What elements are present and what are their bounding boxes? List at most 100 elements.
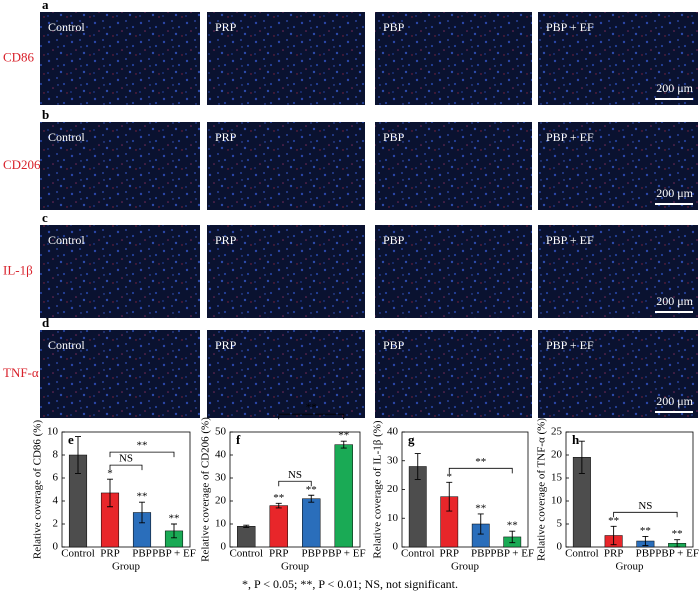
plot-frame xyxy=(229,431,361,548)
micrograph xyxy=(375,122,532,210)
column-label: PBP xyxy=(383,20,405,34)
scale-bar-label: 200 μm xyxy=(656,394,693,408)
y-tick-label: 10 xyxy=(47,426,59,438)
bracket xyxy=(278,480,312,487)
bracket xyxy=(109,464,143,471)
column-label: PBP + EF xyxy=(546,233,594,247)
x-tick-label: PBP xyxy=(636,548,656,560)
x-tick-label: PBP xyxy=(132,548,152,560)
x-tick-label: PBP + EF xyxy=(152,548,196,560)
y-axis-label: Relative coverage of IL-1β (%) xyxy=(372,420,384,558)
micrograph xyxy=(538,122,698,210)
x-tick-label: PBP xyxy=(301,548,321,560)
significance-mark: * xyxy=(107,468,113,480)
error-bar xyxy=(171,523,177,539)
column-label: PBP xyxy=(383,233,405,247)
bracket xyxy=(448,467,513,474)
y-tick-label: 0 xyxy=(557,541,563,553)
panel-letter: a xyxy=(42,0,49,12)
error-bar xyxy=(509,530,516,544)
scale-bar-label: 200 μm xyxy=(656,186,693,200)
significance-mark: ** xyxy=(169,513,180,525)
micrograph xyxy=(538,12,698,105)
micrograph xyxy=(207,12,365,105)
micrograph xyxy=(40,122,200,210)
bracket xyxy=(109,451,175,458)
bracket-label: NS xyxy=(638,500,652,512)
x-axis-label: Group xyxy=(281,561,310,573)
column-label: PRP xyxy=(215,233,237,247)
x-tick-label: PRP xyxy=(100,548,120,560)
x-tick-label: PBP + EF xyxy=(655,548,699,560)
significance-mark: ** xyxy=(475,502,486,514)
micrograph xyxy=(538,225,698,318)
y-tick-label: 20 xyxy=(387,483,399,495)
error-bar xyxy=(107,478,113,508)
column-label: PBP + EF xyxy=(546,338,594,352)
bar xyxy=(269,505,288,548)
micrograph xyxy=(207,122,365,210)
column-label: Control xyxy=(48,20,85,34)
plot-frame xyxy=(61,431,191,548)
panel-letter: h xyxy=(572,432,580,447)
x-tick-label: PRP xyxy=(604,548,624,560)
x-tick-label: PBP xyxy=(471,548,491,560)
y-axis-label: Relative coverage of TNF-α (%) xyxy=(536,418,548,561)
y-tick-label: 10 xyxy=(215,518,227,530)
significance-mark: ** xyxy=(608,515,619,527)
y-tick-label: 10 xyxy=(551,495,563,507)
y-tick-label: 20 xyxy=(215,495,227,507)
x-tick-label: Control xyxy=(401,548,435,560)
significance-mark: ** xyxy=(306,484,317,496)
x-tick-label: Control xyxy=(229,548,263,560)
significance-mark: ** xyxy=(507,520,518,532)
micrograph xyxy=(375,225,532,318)
error-bar xyxy=(446,481,453,512)
panel-letter: e xyxy=(68,432,74,447)
significance-mark: ** xyxy=(137,491,148,503)
x-tick-label: PRP xyxy=(439,548,459,560)
bracket-label: ** xyxy=(475,456,486,468)
panel-letter: b xyxy=(42,107,49,122)
significance-mark: ** xyxy=(273,492,284,504)
x-axis-label: Group xyxy=(451,561,480,573)
column-label: Control xyxy=(48,338,85,352)
significance-mark: ** xyxy=(672,528,683,540)
micrograph xyxy=(40,225,200,318)
error-bar xyxy=(610,525,617,546)
column-label: Control xyxy=(48,233,85,247)
y-tick-label: 8 xyxy=(53,449,59,461)
x-axis-label: Group xyxy=(615,561,644,573)
y-tick-label: 30 xyxy=(387,454,399,466)
error-bar xyxy=(75,436,81,474)
micrograph xyxy=(207,225,365,318)
marker-label: IL-1β xyxy=(3,262,33,277)
y-tick-label: 10 xyxy=(387,512,399,524)
micrograph xyxy=(375,330,532,418)
y-axis-label: Relative coverage of CD86 (%) xyxy=(32,420,44,560)
footnote: *, P < 0.05; **, P < 0.01; NS, not signi… xyxy=(242,577,458,591)
bracket-label: NS xyxy=(119,453,133,465)
column-label: PBP + EF xyxy=(546,20,594,34)
y-tick-label: 20 xyxy=(551,449,563,461)
y-tick-label: 15 xyxy=(551,472,563,484)
column-label: Control xyxy=(48,130,85,144)
bar xyxy=(237,526,256,548)
y-tick-label: 0 xyxy=(53,541,59,553)
column-label: PRP xyxy=(215,338,237,352)
bar xyxy=(334,444,353,548)
panel-letter: g xyxy=(408,432,415,447)
micrograph xyxy=(207,330,365,418)
error-bar xyxy=(578,440,585,474)
marker-label: CD86 xyxy=(3,49,35,64)
y-axis-label: Relative coverage of CD206 (%) xyxy=(200,417,212,562)
panel-letter: f xyxy=(236,432,241,447)
marker-label: TNF-α xyxy=(3,365,39,380)
panel-letter: c xyxy=(42,210,48,225)
x-tick-label: Control xyxy=(61,548,95,560)
x-tick-label: PRP xyxy=(269,548,289,560)
error-bar xyxy=(414,453,421,480)
y-tick-label: 2 xyxy=(53,518,59,530)
column-label: PRP xyxy=(215,130,237,144)
